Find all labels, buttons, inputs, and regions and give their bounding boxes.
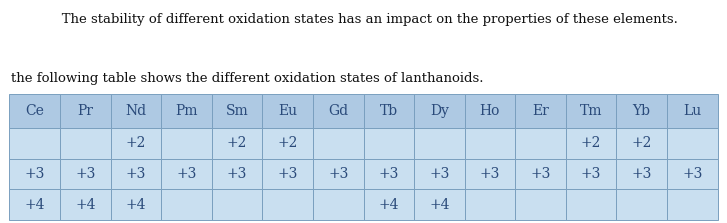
- Bar: [667, 189, 718, 220]
- Text: Sm: Sm: [225, 104, 249, 118]
- Bar: [364, 189, 414, 220]
- Text: Gd: Gd: [328, 104, 348, 118]
- Text: Er: Er: [532, 104, 549, 118]
- Bar: [262, 128, 313, 159]
- Text: +3: +3: [530, 167, 551, 181]
- Bar: [60, 159, 111, 189]
- Text: Ho: Ho: [480, 104, 500, 118]
- Bar: [667, 128, 718, 159]
- Text: Pm: Pm: [175, 104, 198, 118]
- Bar: [161, 94, 212, 128]
- Bar: [262, 159, 313, 189]
- Text: Lu: Lu: [683, 104, 702, 118]
- Bar: [212, 159, 262, 189]
- Bar: [60, 94, 111, 128]
- Bar: [465, 159, 515, 189]
- Text: +3: +3: [278, 167, 298, 181]
- Bar: [616, 189, 667, 220]
- Text: +3: +3: [328, 167, 348, 181]
- Bar: [566, 94, 616, 128]
- Bar: [364, 94, 414, 128]
- Bar: [667, 94, 718, 128]
- Bar: [262, 189, 313, 220]
- Text: +3: +3: [227, 167, 247, 181]
- Bar: [616, 128, 667, 159]
- Bar: [414, 94, 465, 128]
- Bar: [515, 94, 566, 128]
- Text: Pr: Pr: [77, 104, 93, 118]
- Bar: [414, 128, 465, 159]
- Bar: [9, 189, 60, 220]
- Text: +3: +3: [682, 167, 702, 181]
- Bar: [111, 159, 161, 189]
- Bar: [414, 189, 465, 220]
- Text: +3: +3: [429, 167, 449, 181]
- Text: Nd: Nd: [125, 104, 146, 118]
- Bar: [111, 189, 161, 220]
- Bar: [515, 189, 566, 220]
- Text: +2: +2: [126, 136, 146, 150]
- Text: +4: +4: [126, 198, 146, 212]
- Bar: [667, 159, 718, 189]
- Bar: [60, 189, 111, 220]
- Bar: [414, 159, 465, 189]
- Bar: [262, 94, 313, 128]
- Text: Eu: Eu: [278, 104, 297, 118]
- Bar: [616, 159, 667, 189]
- Bar: [313, 189, 364, 220]
- Bar: [161, 128, 212, 159]
- Text: +4: +4: [379, 198, 399, 212]
- Bar: [9, 128, 60, 159]
- Text: +3: +3: [480, 167, 500, 181]
- Text: Ce: Ce: [25, 104, 44, 118]
- Bar: [60, 128, 111, 159]
- Bar: [161, 189, 212, 220]
- Bar: [566, 159, 616, 189]
- Text: Tm: Tm: [580, 104, 603, 118]
- Text: +3: +3: [176, 167, 197, 181]
- Text: +2: +2: [632, 136, 652, 150]
- Bar: [161, 159, 212, 189]
- Text: +3: +3: [379, 167, 399, 181]
- Text: +2: +2: [581, 136, 601, 150]
- Bar: [515, 159, 566, 189]
- Text: +2: +2: [227, 136, 247, 150]
- Text: +3: +3: [632, 167, 652, 181]
- Bar: [212, 189, 262, 220]
- Text: +2: +2: [278, 136, 298, 150]
- Bar: [364, 128, 414, 159]
- Bar: [566, 128, 616, 159]
- Bar: [566, 189, 616, 220]
- Text: +3: +3: [126, 167, 146, 181]
- Bar: [9, 94, 60, 128]
- Bar: [212, 128, 262, 159]
- Text: Tb: Tb: [379, 104, 398, 118]
- Bar: [313, 159, 364, 189]
- Bar: [313, 94, 364, 128]
- Text: +3: +3: [75, 167, 95, 181]
- Bar: [111, 94, 161, 128]
- Text: The stability of different oxidation states has an impact on the properties of t: The stability of different oxidation sta…: [49, 13, 678, 26]
- Bar: [616, 94, 667, 128]
- Bar: [515, 128, 566, 159]
- Bar: [111, 128, 161, 159]
- Bar: [465, 128, 515, 159]
- Text: Yb: Yb: [632, 104, 651, 118]
- Text: Dy: Dy: [430, 104, 449, 118]
- Text: +4: +4: [75, 198, 95, 212]
- Text: +4: +4: [429, 198, 449, 212]
- Bar: [9, 159, 60, 189]
- Text: the following table shows the different oxidation states of lanthanoids.: the following table shows the different …: [11, 72, 483, 85]
- Bar: [465, 189, 515, 220]
- Bar: [212, 94, 262, 128]
- Text: +3: +3: [581, 167, 601, 181]
- Bar: [313, 128, 364, 159]
- Text: +4: +4: [25, 198, 45, 212]
- Bar: [465, 94, 515, 128]
- Bar: [364, 159, 414, 189]
- Text: +3: +3: [25, 167, 45, 181]
